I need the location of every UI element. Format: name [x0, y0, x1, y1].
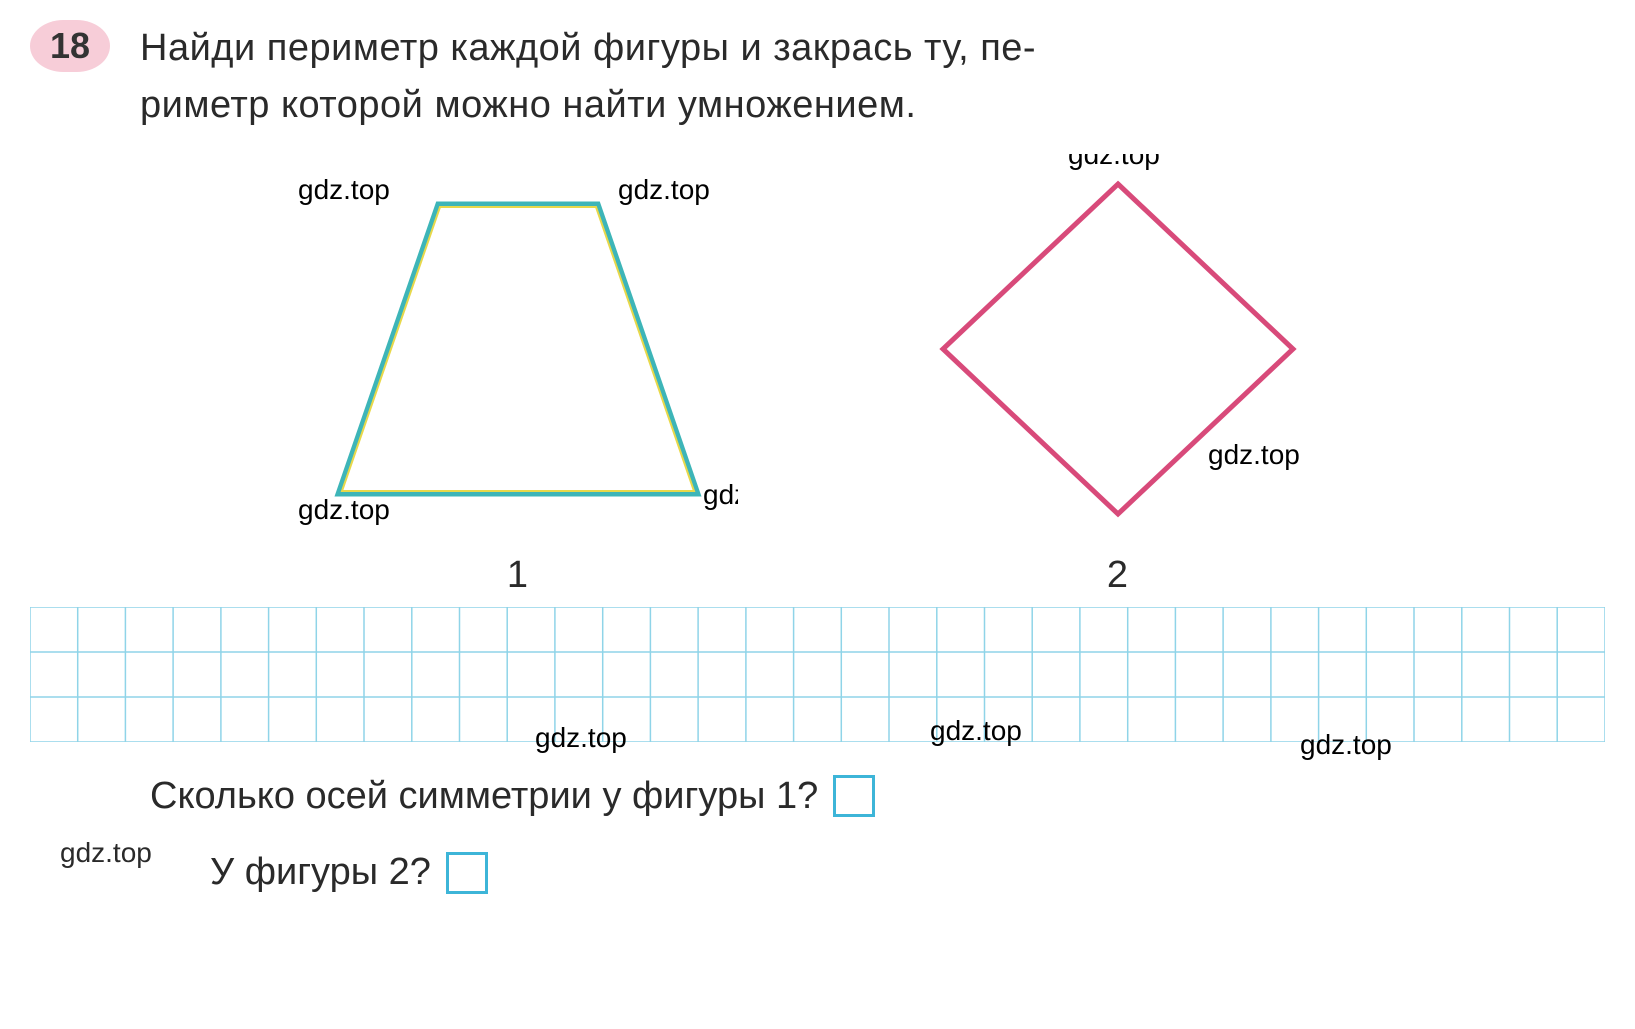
figure-2-block: gdz.top gdz.top 2 [898, 154, 1338, 597]
answer-box-2[interactable] [446, 852, 488, 894]
watermark-text: gdz.top [930, 715, 1022, 747]
figure-2-label: 2 [1107, 554, 1128, 597]
question-2-text: У фигуры 2? [210, 838, 431, 906]
watermark-text: gdz.top [1300, 729, 1392, 761]
problem-header: 18 Найди периметр каждой фигуры и закрас… [30, 20, 1605, 134]
watermark-text: gdz.top [1068, 154, 1160, 170]
problem-text-line1: Найди периметр каждой фигуры и закрась т… [140, 27, 1036, 69]
watermark-text: gdz.top [535, 722, 627, 754]
watermark-text: gdz.top [298, 494, 390, 525]
rhombus-svg: gdz.top gdz.top [898, 154, 1338, 534]
figures-container: gdz.top gdz.top gdz.top gdz.top 1 gdz.to… [30, 154, 1605, 597]
problem-number: 18 [50, 25, 90, 67]
watermark-text: gdz.top [60, 828, 152, 878]
watermark-text: gdz.top [618, 174, 710, 205]
grid-lines [30, 607, 1605, 742]
problem-number-badge: 18 [30, 20, 110, 72]
answer-box-1[interactable] [833, 775, 875, 817]
watermark-text: gdz.top [703, 479, 738, 510]
figure-1-block: gdz.top gdz.top gdz.top gdz.top 1 [298, 154, 738, 597]
figure-1-label: 1 [507, 554, 528, 597]
watermark-text: gdz.top [298, 174, 390, 205]
answer-grid: gdz.top gdz.top gdz.top [30, 607, 1605, 742]
problem-text: Найди периметр каждой фигуры и закрась т… [140, 20, 1036, 134]
question-2: У фигуры 2? [150, 838, 1605, 906]
trapezoid-inner [342, 207, 694, 491]
trapezoid-svg: gdz.top gdz.top gdz.top gdz.top [298, 154, 738, 534]
question-1-text: Сколько осей симметрии у фигуры 1? [150, 762, 818, 830]
problem-text-line2: риметр которой можно найти умножением. [140, 84, 916, 126]
question-area: Сколько осей симметрии у фигуры 1? gdz.t… [30, 762, 1605, 907]
grid-svg [30, 607, 1605, 742]
question-1: Сколько осей симметрии у фигуры 1? [150, 762, 1605, 830]
watermark-text: gdz.top [1208, 439, 1300, 470]
